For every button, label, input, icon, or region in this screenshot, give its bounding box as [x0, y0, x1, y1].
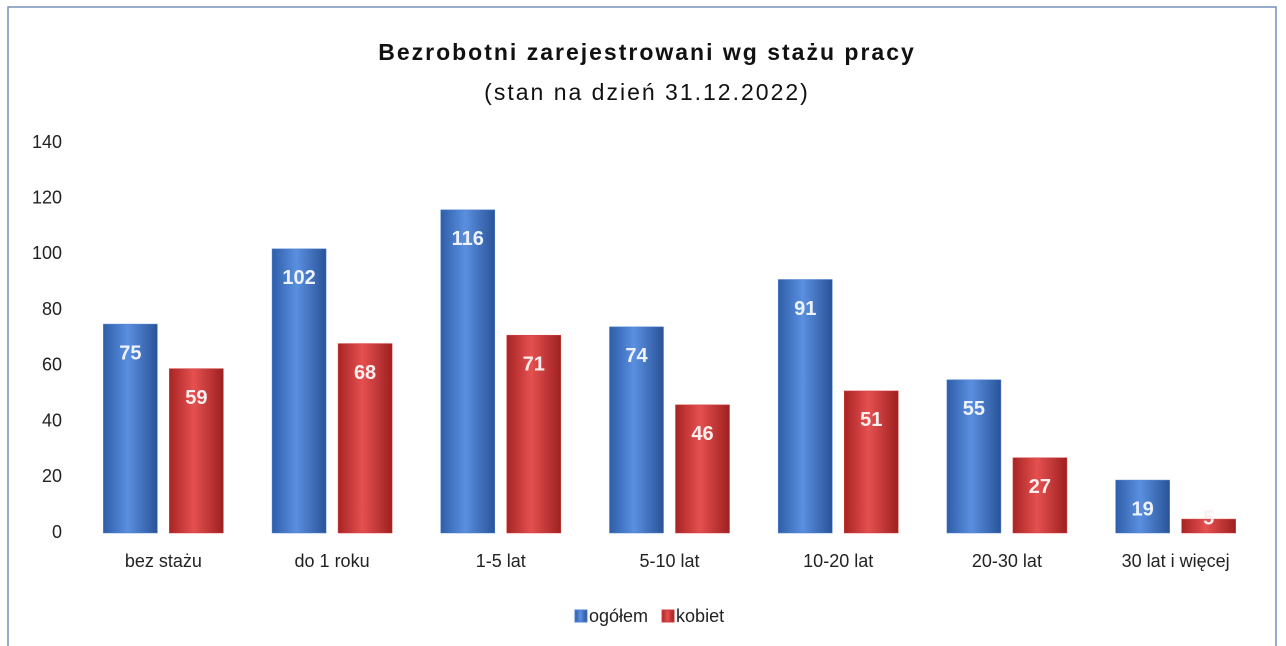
bar — [1012, 457, 1068, 534]
data-label: 68 — [354, 362, 376, 384]
data-label: 71 — [523, 353, 545, 375]
y-tick-label: 0 — [52, 522, 62, 542]
legend-swatch — [661, 609, 675, 623]
y-tick-label: 140 — [32, 132, 62, 152]
y-tick-label: 60 — [42, 355, 62, 375]
bar — [506, 334, 562, 534]
x-tick-label: 5-10 lat — [639, 551, 699, 571]
bar — [1181, 518, 1236, 534]
y-tick-label: 40 — [42, 410, 62, 430]
bar — [337, 343, 393, 534]
bar — [1115, 479, 1170, 534]
legend-label: ogółem — [589, 606, 648, 626]
data-label: 91 — [794, 298, 816, 320]
bar — [609, 326, 664, 534]
legend-swatch — [574, 609, 588, 623]
bar — [777, 279, 833, 534]
data-label: 27 — [1029, 476, 1051, 498]
data-label: 116 — [452, 228, 484, 250]
data-label: 74 — [625, 345, 648, 367]
data-label: 5 — [1203, 507, 1214, 529]
y-tick-label: 20 — [42, 466, 62, 486]
y-tick-label: 100 — [32, 243, 62, 263]
x-tick-label: 30 lat i więcej — [1122, 551, 1230, 571]
data-label: 59 — [185, 387, 207, 409]
x-tick-label: 10-20 lat — [803, 551, 873, 571]
data-label: 75 — [119, 342, 141, 364]
x-tick-label: 1-5 lat — [476, 551, 526, 571]
bar — [440, 209, 496, 534]
data-label: 51 — [860, 409, 882, 431]
x-tick-label: 20-30 lat — [972, 551, 1042, 571]
bar — [675, 404, 730, 534]
data-label: 102 — [282, 267, 315, 289]
bar — [103, 323, 158, 534]
bar — [843, 390, 899, 534]
data-label: 46 — [691, 423, 713, 445]
x-tick-label: bez stażu — [125, 551, 202, 571]
bar — [169, 368, 224, 534]
chart-subtitle: (stan na dzień 31.12.2022) — [484, 79, 810, 105]
y-tick-label: 80 — [42, 299, 62, 319]
y-tick-label: 120 — [32, 187, 62, 207]
bar — [271, 248, 327, 534]
legend-label: kobiet — [676, 606, 724, 626]
chart-frame — [7, 6, 1277, 646]
x-tick-label: do 1 roku — [295, 551, 370, 571]
chart-title: Bezrobotni zarejestrowani wg stażu pracy — [378, 39, 916, 65]
data-label: 19 — [1132, 498, 1154, 520]
bar — [946, 379, 1002, 534]
data-label: 55 — [963, 398, 985, 420]
